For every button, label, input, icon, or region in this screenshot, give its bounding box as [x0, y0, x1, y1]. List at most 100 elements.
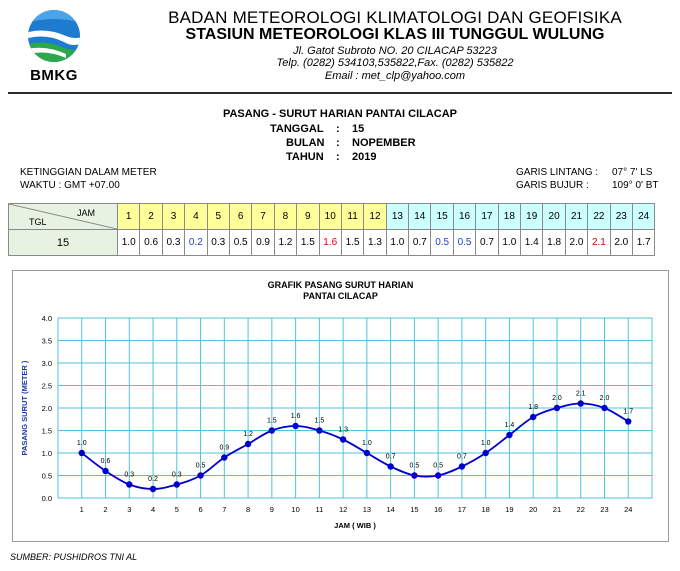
hour-cell: 7: [251, 203, 275, 230]
hour-cell: 13: [385, 203, 410, 230]
month-value: NOPEMBER: [352, 137, 416, 149]
y-tick-label: 0.0: [42, 494, 52, 503]
data-label: 0.5: [433, 463, 443, 470]
jam-tgl-header: JAM TGL: [8, 203, 118, 230]
data-point: [411, 472, 418, 479]
x-tick-label: 15: [410, 505, 418, 514]
data-label: 2.0: [552, 395, 562, 402]
data-label: 1.8: [528, 404, 538, 411]
data-label: 0.6: [101, 458, 111, 465]
x-tick-label: 23: [600, 505, 608, 514]
longitude-label: GARIS BUJUR :: [516, 180, 589, 191]
x-tick-label: 6: [198, 505, 202, 514]
value-cell: 0.3: [206, 229, 230, 256]
station-email: Email : met_clp@yahoo.com: [324, 70, 466, 82]
data-label: 2.1: [576, 391, 586, 398]
height-unit-note: KETINGGIAN DALAM METER: [20, 167, 157, 178]
source-note: SUMBER: PUSHIDROS TNI AL: [10, 552, 138, 562]
data-point: [363, 449, 371, 457]
chart-title: GRAFIK PASANG SURUT HARIAN: [267, 280, 414, 290]
date-value: 15: [352, 123, 365, 135]
logo-text: BMKG: [30, 67, 78, 84]
data-label: 1.3: [338, 427, 348, 434]
data-point: [339, 436, 347, 443]
data-label: 0.7: [386, 454, 396, 461]
hour-cell: 22: [587, 203, 611, 230]
x-tick-label: 17: [458, 505, 466, 514]
data-label: 0.3: [124, 472, 134, 479]
x-tick-label: 4: [151, 505, 155, 514]
value-cell: 0.7: [475, 229, 499, 256]
x-tick-label: 5: [175, 505, 179, 514]
hour-cell: 19: [520, 203, 544, 230]
y-axis-label: PASANG SURUT (METER ): [20, 360, 29, 455]
data-label: 0.3: [172, 472, 182, 479]
x-tick-label: 10: [291, 505, 299, 514]
x-tick-label: 21: [553, 505, 561, 514]
x-axis-label: JAM ( WIB ): [334, 521, 376, 530]
hour-cell: 9: [296, 203, 320, 230]
value-cell: 1.6: [318, 229, 342, 256]
chart-subtitle: PANTAI CILACAP: [303, 291, 378, 301]
data-label: 1.5: [267, 418, 277, 425]
value-cell: 0.3: [161, 229, 186, 256]
hour-cell: 14: [408, 203, 432, 230]
data-label: 1.5: [314, 418, 324, 425]
y-tick-label: 1.0: [42, 449, 52, 458]
bmkg-logo: BMKG: [14, 6, 94, 84]
hour-cell: 6: [228, 203, 253, 230]
hour-cell: 1: [116, 203, 141, 230]
data-point: [149, 485, 157, 493]
data-point: [268, 427, 276, 434]
x-tick-label: 13: [363, 505, 371, 514]
data-point: [126, 481, 133, 488]
y-tick-label: 3.5: [42, 337, 52, 346]
value-cell: 1.5: [340, 229, 365, 256]
longitude-value: 109° 0' BT: [612, 180, 659, 191]
y-tick-label: 4.0: [42, 314, 52, 323]
x-tick-label: 11: [315, 505, 323, 514]
data-point: [530, 413, 537, 421]
hour-cell: 4: [184, 203, 208, 230]
y-tick-label: 2.0: [42, 404, 52, 413]
data-point: [553, 404, 561, 412]
x-tick-label: 22: [577, 505, 585, 514]
latitude-label: GARIS LINTANG :: [516, 167, 599, 178]
value-cell: 0.6: [139, 229, 163, 256]
day-cell: 15: [8, 229, 118, 256]
x-tick-label: 7: [222, 505, 226, 514]
date-sep: :: [336, 123, 340, 135]
value-cell: 1.0: [497, 229, 522, 256]
date-label: TANGGAL: [270, 123, 324, 135]
value-cell: 1.0: [385, 229, 410, 256]
tide-table: JAM TGL 1 2 3 4 5 6 7 8 9 10 11 12 13 14 15 16 17 18 19 20 2…: [8, 203, 656, 256]
year-value: 2019: [352, 151, 377, 163]
data-point: [221, 454, 228, 461]
value-cell: 1.7: [631, 229, 656, 256]
data-point: [78, 449, 85, 457]
header-diagonal: [9, 204, 117, 229]
data-point: [173, 481, 180, 488]
x-tick-label: 12: [339, 505, 347, 514]
hour-cell: 21: [564, 203, 589, 230]
data-label: 0.7: [457, 454, 467, 461]
data-point: [197, 472, 204, 479]
x-tick-label: 24: [624, 505, 632, 514]
data-label: 1.7: [623, 409, 633, 416]
x-tick-label: 18: [482, 505, 490, 514]
y-tick-label: 2.5: [42, 382, 52, 391]
x-tick-label: 3: [127, 505, 131, 514]
data-label: 1.0: [481, 440, 491, 447]
hour-cell: 23: [609, 203, 633, 230]
x-tick-label: 1: [80, 505, 84, 514]
data-point: [577, 400, 584, 407]
station-name: STASIUN METEOROLOGI KLAS III TUNGGUL WUL…: [185, 26, 605, 43]
hour-header-row: JAM TGL 1 2 3 4 5 6 7 8 9 10 11 12 13 14 15 16 17 18 19 20 2…: [8, 203, 656, 230]
value-cell: 1.5: [296, 229, 320, 256]
value-cell: 0.5: [228, 229, 253, 256]
data-label: 0.5: [196, 463, 206, 470]
data-label: 1.6: [291, 413, 301, 420]
hour-cell: 11: [340, 203, 365, 230]
data-label: 0.2: [148, 476, 158, 483]
x-tick-label: 16: [434, 505, 442, 514]
